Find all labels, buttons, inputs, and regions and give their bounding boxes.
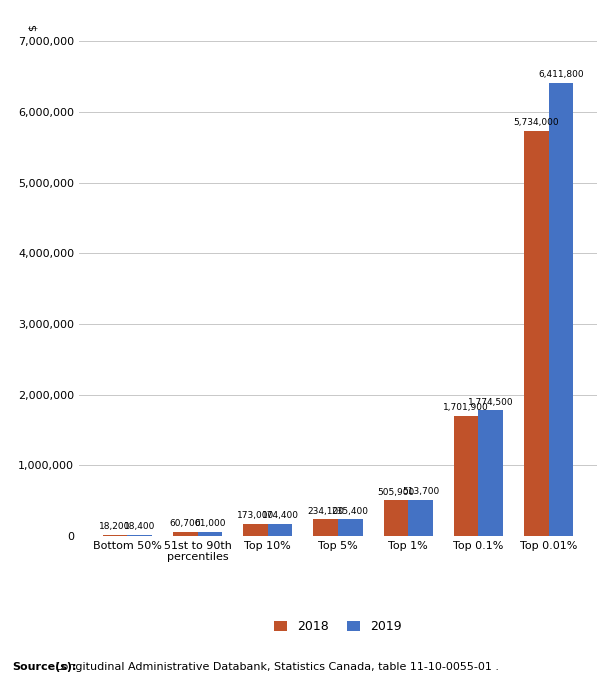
Text: 18,400: 18,400 — [124, 522, 155, 531]
Text: 18,200: 18,200 — [99, 522, 131, 531]
Text: 5,734,000: 5,734,000 — [513, 118, 559, 127]
Bar — [338, 519, 362, 536]
Text: 234,100: 234,100 — [307, 507, 344, 516]
Text: 1,774,500: 1,774,500 — [468, 398, 513, 407]
Bar — [479, 410, 503, 536]
Text: Longitudinal Administrative Databank, Statistics Canada, table 11-10-0055-01 .: Longitudinal Administrative Databank, St… — [52, 662, 499, 672]
Bar — [454, 416, 479, 536]
Text: 235,400: 235,400 — [332, 507, 369, 516]
Bar — [127, 534, 152, 536]
Text: 6,411,800: 6,411,800 — [538, 70, 584, 79]
Bar — [103, 534, 127, 536]
Text: 61,000: 61,000 — [194, 519, 225, 528]
Text: $: $ — [27, 24, 38, 32]
Text: 513,700: 513,700 — [402, 487, 439, 496]
Text: 174,400: 174,400 — [261, 511, 298, 520]
Bar — [197, 532, 222, 536]
Text: 1,701,900: 1,701,900 — [443, 403, 489, 412]
Text: 505,900: 505,900 — [378, 488, 415, 497]
Bar — [243, 523, 268, 536]
Text: 173,000: 173,000 — [237, 511, 274, 520]
Text: 60,700: 60,700 — [169, 519, 201, 528]
Legend: 2018, 2019: 2018, 2019 — [269, 616, 407, 638]
Bar — [408, 499, 433, 536]
Bar — [524, 131, 549, 536]
Bar — [384, 500, 408, 536]
Bar — [549, 83, 573, 536]
Bar — [314, 519, 338, 536]
Bar — [268, 523, 292, 536]
Text: Source(s):: Source(s): — [12, 662, 77, 672]
Bar — [173, 532, 197, 536]
